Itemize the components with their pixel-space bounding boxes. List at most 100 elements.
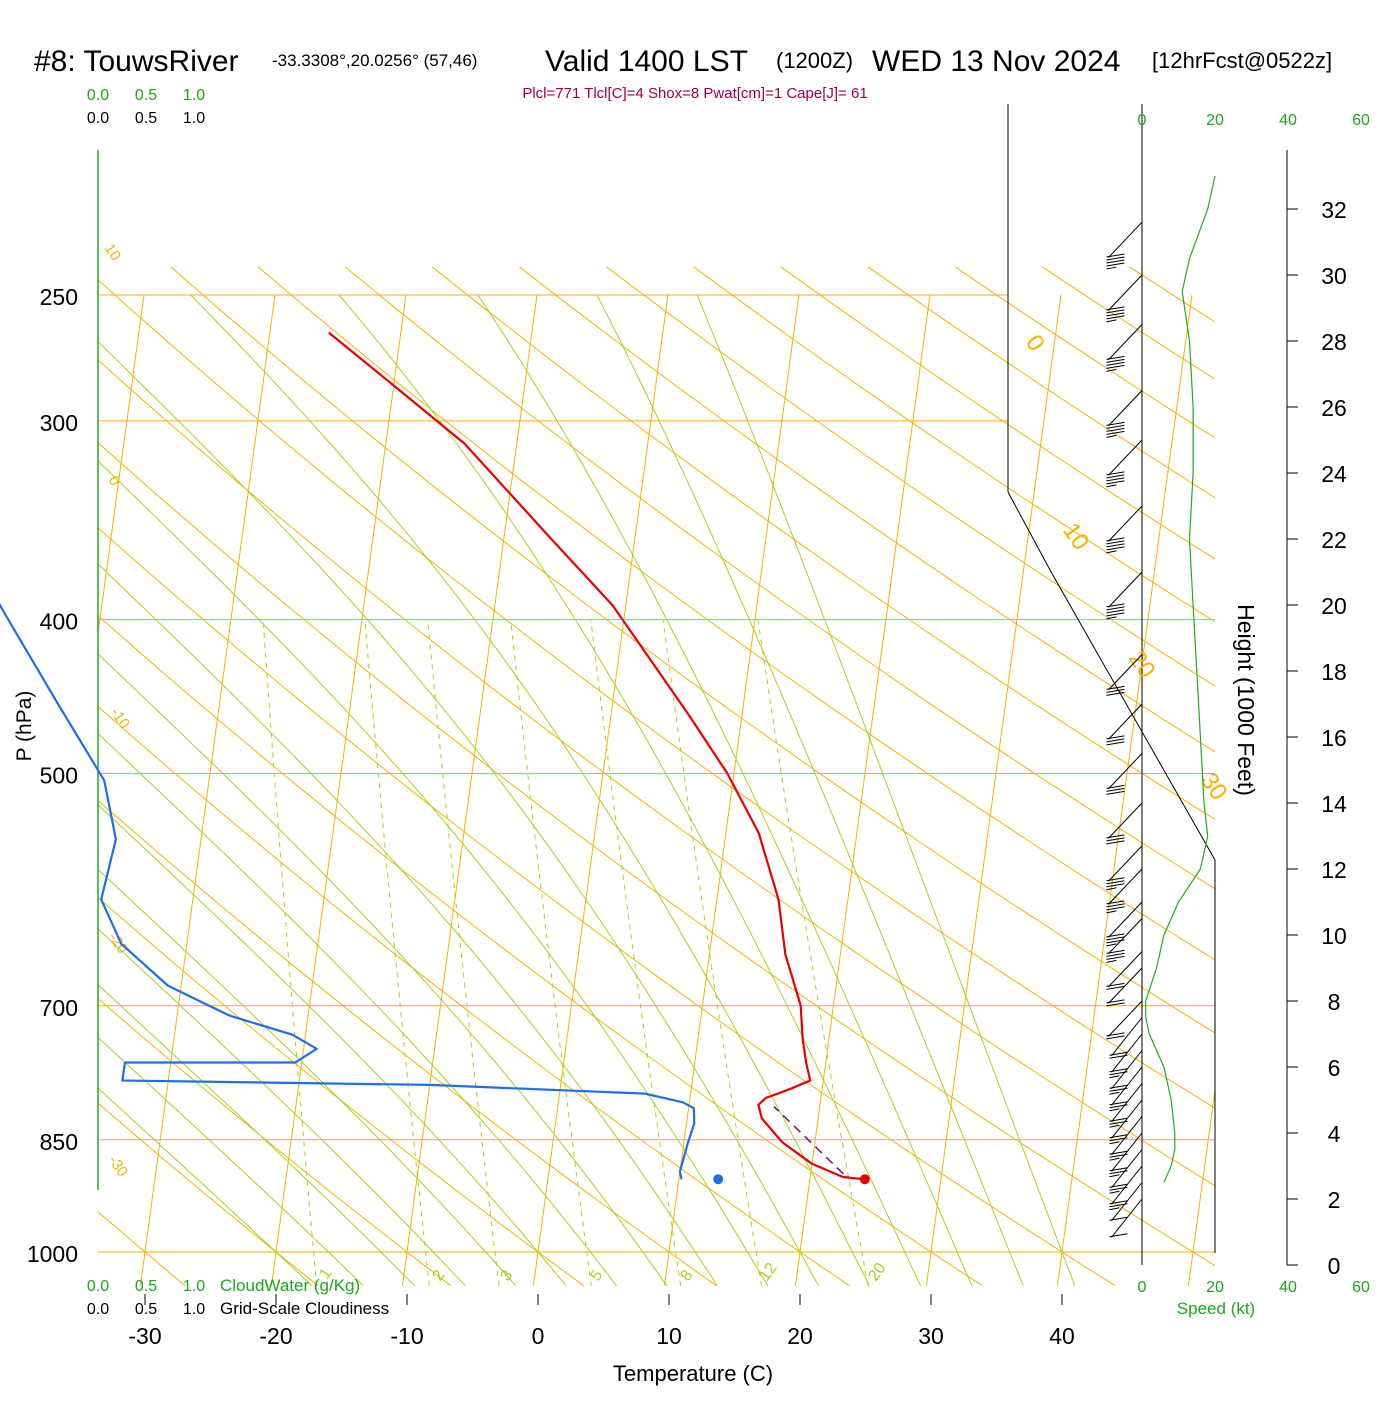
wind-barb-flag <box>1106 738 1125 743</box>
wind-barb-flag <box>1106 537 1125 542</box>
wind-barb-flag <box>1106 312 1125 317</box>
wind-barb-flag <box>1106 364 1125 369</box>
wind-barb-flag <box>1106 306 1125 311</box>
wind-barb-flag <box>1109 1054 1128 1059</box>
station-title: #8: TouwsRiver <box>34 45 239 78</box>
wind-barb <box>1106 918 1143 963</box>
dry-adiabat-line <box>98 705 850 1287</box>
wind-barb-flag <box>1109 1117 1128 1122</box>
pressure-tick-label: 1000 <box>27 1241 78 1267</box>
wind-barb-half-flag <box>1106 434 1117 438</box>
height-tick-label: 16 <box>1321 725 1347 751</box>
dry-adiabat-line <box>98 997 452 1287</box>
wind-barb-flag <box>1106 477 1125 482</box>
wind-barb <box>1109 1198 1143 1238</box>
pressure-tick-label: 700 <box>40 995 78 1021</box>
wind-barb-staff <box>1108 918 1143 955</box>
cloudiness-bottom-tick: 0.5 <box>135 1301 157 1318</box>
wind-barb-flag <box>1106 790 1125 795</box>
wind-barb-staff <box>1108 274 1143 311</box>
moist-adiabat-line <box>98 1036 364 1287</box>
dry-adiabat-line <box>98 527 1116 1287</box>
wind-barb <box>1109 1050 1143 1095</box>
wind-barb-half-flag <box>1106 266 1117 270</box>
height-tick-label: 4 <box>1328 1121 1341 1147</box>
cloudiness-bottom-tick: 0.0 <box>87 1301 109 1318</box>
isotherm-label: -30 <box>105 1153 131 1181</box>
wind-barb-staff <box>1108 901 1143 938</box>
wind-barb-half-flag <box>1109 1207 1120 1211</box>
mixing-ratio-line <box>427 619 500 1286</box>
wind-barb <box>1109 1132 1143 1178</box>
wind-barb <box>1109 1182 1143 1222</box>
wind-barb-half-flag <box>1109 1190 1120 1194</box>
wind-barb-staff <box>1108 868 1143 905</box>
temperature-tick-label: 20 <box>787 1323 813 1349</box>
wind-barb-flag <box>1109 1200 1128 1205</box>
wind-barb-staff <box>1108 703 1143 740</box>
dry-adiabat-line <box>98 799 717 1287</box>
height-tick-label: 30 <box>1321 263 1347 289</box>
wind-barb-flag <box>1106 840 1125 845</box>
cloudwater-top-tick: 0.0 <box>87 87 109 104</box>
wind-barb-staff <box>1111 1116 1143 1156</box>
wind-barb <box>1106 845 1143 891</box>
wind-barb-flag <box>1106 612 1125 617</box>
wind-barb-flag <box>1109 1233 1128 1238</box>
isotherm-line <box>98 294 145 638</box>
wind-speed-profile-line <box>1145 175 1216 1183</box>
isotherm-label: 10 <box>101 241 124 264</box>
wind-barb-flag <box>1106 691 1125 696</box>
wind-barb-flag <box>1106 784 1125 789</box>
dry-adiabat-line <box>780 266 1215 560</box>
frame-boundary-line <box>1007 491 1216 1253</box>
cloudiness-label: Grid-Scale Cloudiness <box>220 1299 389 1318</box>
mixing-ratio-line <box>757 619 869 1286</box>
wind-barb-flag <box>1109 1084 1128 1089</box>
wind-barb-flag <box>1109 1137 1128 1142</box>
wind-barb-flag <box>1106 741 1125 746</box>
wind-barb <box>1106 324 1143 372</box>
wind-barb-staff <box>1108 324 1143 361</box>
wind-barb-half-flag <box>1109 1174 1120 1178</box>
wind-barb-half-flag <box>1106 616 1117 620</box>
wind-barb <box>1106 505 1143 554</box>
moist-adiabat-line <box>98 928 466 1287</box>
wind-barb-flag <box>1109 1087 1128 1092</box>
wind-barb-flag <box>1106 939 1125 944</box>
mixing-ratio-label: 12 <box>756 1260 780 1284</box>
wind-barb-flag <box>1106 685 1125 690</box>
height-axis-label: Height (1000 Feet) <box>1233 604 1259 796</box>
wind-speed-bottom-tick: 40 <box>1279 1279 1297 1296</box>
wind-barb-flag <box>1109 1170 1128 1175</box>
wind-barb-staff <box>1111 1033 1143 1073</box>
moist-adiabat-line <box>98 804 567 1287</box>
moist-adiabat-line <box>98 653 668 1286</box>
wind-barb-flag <box>1106 253 1125 258</box>
wind-barb-half-flag <box>1106 943 1117 947</box>
wind-barb <box>1109 1033 1143 1079</box>
moist-adiabat-line <box>98 868 517 1287</box>
wind-barb-staff <box>1108 967 1143 1004</box>
height-tick-label: 2 <box>1328 1187 1341 1213</box>
wind-barb-flag <box>1109 1120 1128 1125</box>
wind-speed-top-tick: 20 <box>1206 112 1224 129</box>
dewpoint-line <box>0 603 696 1180</box>
wind-barb <box>1106 274 1143 323</box>
wind-barb <box>1106 753 1143 795</box>
wind-barb-flag <box>1106 1032 1125 1037</box>
cloudwater-bottom-tick: 1.0 <box>183 1278 205 1295</box>
cloudiness-top-tick: 1.0 <box>183 110 205 127</box>
cloudwater-label: CloudWater (g/Kg) <box>220 1276 360 1295</box>
wind-barb-flag <box>1106 883 1125 888</box>
wind-barb-flag <box>1106 480 1125 485</box>
wind-barb <box>1109 1149 1143 1194</box>
pressure-tick-label: 850 <box>40 1129 78 1155</box>
wind-barb-flag <box>1109 1167 1128 1172</box>
moist-adiabat-line <box>338 294 921 1286</box>
wind-barb-flag <box>1106 985 1125 990</box>
height-tick-label: 10 <box>1321 923 1347 949</box>
wind-barb-flag <box>1106 1002 1125 1007</box>
wind-barb <box>1106 439 1143 488</box>
